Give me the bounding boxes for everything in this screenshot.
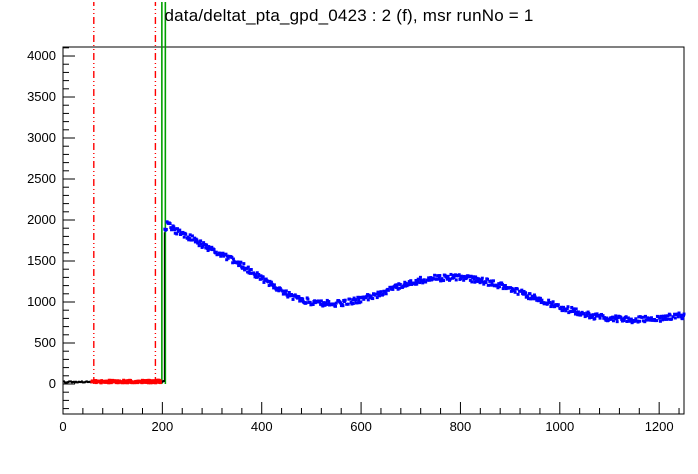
svg-text:1000: 1000 xyxy=(545,419,574,434)
svg-text:0: 0 xyxy=(49,376,56,391)
svg-text:1200: 1200 xyxy=(645,419,674,434)
svg-text:4000: 4000 xyxy=(27,48,56,63)
svg-text:3000: 3000 xyxy=(27,130,56,145)
svg-text:0: 0 xyxy=(59,419,66,434)
svg-text:400: 400 xyxy=(251,419,273,434)
svg-text:1000: 1000 xyxy=(27,294,56,309)
svg-text:2000: 2000 xyxy=(27,212,56,227)
svg-text:1500: 1500 xyxy=(27,253,56,268)
svg-text:2500: 2500 xyxy=(27,171,56,186)
svg-text:600: 600 xyxy=(350,419,372,434)
svg-text:800: 800 xyxy=(450,419,472,434)
svg-text:3500: 3500 xyxy=(27,89,56,104)
chart-title: data/deltat_pta_gpd_0423 : 2 (f), msr ru… xyxy=(164,6,534,25)
svg-text:200: 200 xyxy=(152,419,174,434)
svg-text:500: 500 xyxy=(34,335,56,350)
